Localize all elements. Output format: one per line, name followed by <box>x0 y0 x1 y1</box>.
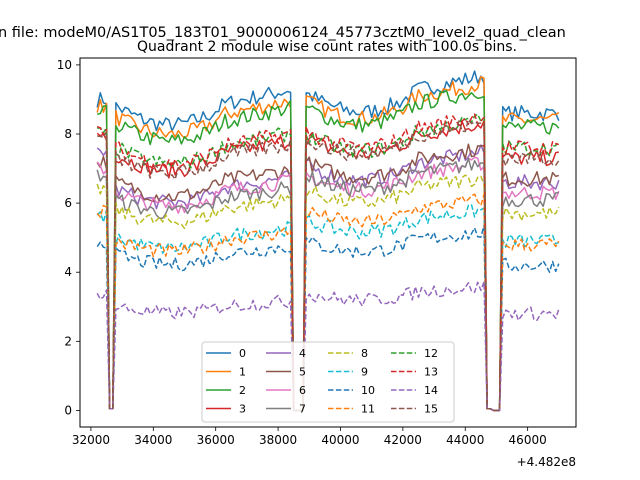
series-layer <box>96 70 560 412</box>
x-tick-label: 32000 <box>72 433 110 447</box>
legend-label-11: 11 <box>361 403 375 416</box>
legend-label-7: 7 <box>299 403 306 416</box>
legend-label-3: 3 <box>239 403 246 416</box>
y-tick-label: 4 <box>64 265 72 279</box>
legend-label-5: 5 <box>299 366 306 379</box>
x-tick-label: 42000 <box>384 433 422 447</box>
series-line-10 <box>96 224 560 412</box>
y-tick-label: 6 <box>64 196 72 210</box>
series-line-13 <box>96 113 559 412</box>
series-line-0 <box>96 70 560 412</box>
y-tick-label: 2 <box>64 334 72 348</box>
x-tick-label: 36000 <box>197 433 235 447</box>
x-tick-label: 46000 <box>509 433 547 447</box>
y-tick-label: 10 <box>57 58 72 72</box>
x-axis-offset-label: +4.482e8 <box>517 455 576 469</box>
series-line-14 <box>96 281 560 412</box>
legend-frame <box>201 341 455 423</box>
series-line-6 <box>96 156 560 412</box>
y-tick-label: 8 <box>64 127 72 141</box>
y-axis-ticks: 0 2 4 6 8 10 <box>57 58 80 417</box>
legend-label-14: 14 <box>424 384 438 397</box>
x-tick-label: 38000 <box>259 433 297 447</box>
legend-label-8: 8 <box>361 347 368 360</box>
legend-label-15: 15 <box>424 403 438 416</box>
x-tick-label: 40000 <box>321 433 359 447</box>
x-tick-label: 34000 <box>134 433 172 447</box>
legend-label-6: 6 <box>299 384 306 397</box>
figure-suptitle: n file: modeM0/AS1T05_183T01_9000006124_… <box>0 25 566 41</box>
series-line-7 <box>96 157 559 412</box>
legend-label-1: 1 <box>239 366 246 379</box>
series-line-4 <box>96 144 560 412</box>
legend-label-4: 4 <box>299 347 306 360</box>
legend-label-12: 12 <box>424 347 438 360</box>
series-line-2 <box>97 89 560 412</box>
series-line-8 <box>96 174 560 412</box>
x-tick-label: 44000 <box>446 433 484 447</box>
chart-title: Quadrant 2 module wise count rates with … <box>137 39 517 55</box>
legend-label-2: 2 <box>239 384 246 397</box>
legend-label-0: 0 <box>239 347 246 360</box>
legend-label-10: 10 <box>361 384 375 397</box>
x-axis-ticks: 32000 34000 36000 38000 40000 42000 44000 46000 <box>72 427 547 447</box>
series-line-11 <box>96 193 560 412</box>
series-line-1 <box>96 75 560 412</box>
legend-label-9: 9 <box>361 366 368 379</box>
series-line-15 <box>97 119 560 412</box>
legend-label-13: 13 <box>424 366 438 379</box>
series-line-5 <box>96 143 559 412</box>
y-tick-label: 0 <box>64 403 72 417</box>
axes-frame <box>79 57 577 428</box>
